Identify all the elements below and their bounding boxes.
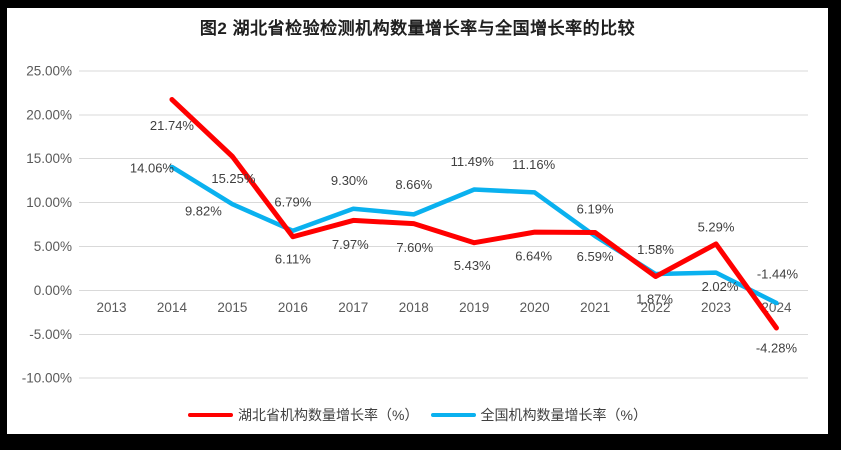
- x-axis-tick-label: 2015: [217, 300, 247, 315]
- data-label: 9.82%: [185, 204, 222, 219]
- legend-label-national: 全国机构数量增长率（%）: [480, 407, 647, 423]
- national-series-line: [169, 164, 779, 306]
- data-label: -4.28%: [756, 340, 798, 355]
- data-label: 5.43%: [454, 258, 491, 273]
- y-axis-tick-label: 15.00%: [26, 151, 72, 166]
- chart-title: 图2 湖北省检验检测机构数量增长率与全国增长率的比较: [199, 19, 636, 38]
- y-axis-tick-label: 25.00%: [26, 63, 72, 78]
- data-label: 14.06%: [130, 160, 175, 175]
- legend-item-hubei: 湖北省机构数量增长率（%）: [188, 405, 419, 425]
- data-label: 15.25%: [211, 171, 256, 186]
- y-axis-tick-label: 5.00%: [34, 239, 72, 254]
- data-label: 1.58%: [637, 242, 674, 257]
- data-label: 6.59%: [577, 249, 614, 264]
- data-label: 21.74%: [150, 118, 195, 133]
- chart-canvas: 图2 湖北省检验检测机构数量增长率与全国增长率的比较 25.00% 20.00% 1…: [7, 8, 828, 434]
- data-label: 11.49%: [451, 154, 495, 169]
- national-line-swatch-icon: [430, 412, 476, 418]
- x-axis-tick-label: 2013: [96, 300, 126, 315]
- data-label: 1.87%: [636, 291, 673, 306]
- x-axis-tick-label: 2020: [520, 300, 550, 315]
- legend: 湖北省机构数量增长率（%） 全国机构数量增长率（%）: [7, 402, 828, 428]
- data-label: 6.64%: [515, 249, 552, 264]
- data-label: 5.29%: [698, 219, 735, 234]
- data-label: 6.19%: [577, 202, 614, 217]
- data-label: 11.16%: [512, 157, 556, 172]
- x-axis-tick-label: 2018: [399, 300, 429, 315]
- x-axis-tick-label: 2024: [761, 300, 792, 315]
- data-label: -1.44%: [757, 267, 799, 282]
- data-label: 7.97%: [332, 237, 369, 252]
- hubei-series-line: [169, 97, 779, 331]
- y-axis-tick-label: 20.00%: [26, 107, 72, 122]
- y-axis-tick-label: 10.00%: [26, 195, 72, 210]
- x-axis-tick-label: 2021: [580, 300, 610, 315]
- y-axis-tick-label: -5.00%: [29, 327, 72, 342]
- y-axis-tick-label: -10.00%: [22, 371, 72, 386]
- plot-area: 25.00% 20.00% 15.00% 10.00% 5.00% 0.00% -5.00%…: [22, 63, 808, 386]
- data-label: 8.66%: [395, 177, 432, 192]
- data-label: 7.60%: [396, 240, 433, 255]
- data-label: 2.02%: [702, 279, 739, 294]
- hubei-line-swatch-icon: [188, 412, 234, 418]
- data-label: 6.11%: [275, 251, 311, 266]
- x-axis-tick-label: 2017: [338, 300, 368, 315]
- legend-item-national: 全国机构数量增长率（%）: [430, 405, 647, 425]
- x-axis-tick-label: 2019: [459, 300, 489, 315]
- y-axis-tick-label: 0.00%: [34, 283, 72, 298]
- data-label: 6.79%: [274, 194, 311, 209]
- x-axis-tick-label: 2022: [641, 300, 671, 315]
- data-label: 9.30%: [331, 173, 368, 188]
- legend-label-hubei: 湖北省机构数量增长率（%）: [238, 407, 419, 423]
- x-axis-tick-label: 2016: [278, 300, 308, 315]
- x-axis-tick-label: 2023: [701, 300, 731, 315]
- x-axis-tick-label: 2014: [157, 300, 188, 315]
